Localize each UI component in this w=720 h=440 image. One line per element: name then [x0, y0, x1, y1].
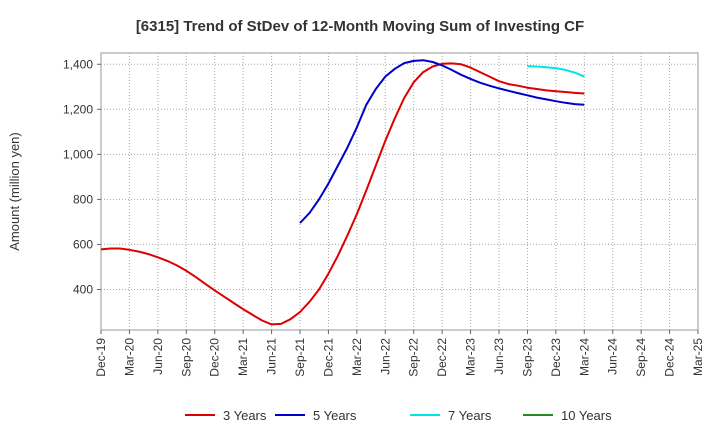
series-line-7-years	[527, 65, 585, 78]
series-lines	[100, 59, 585, 326]
y-tick-label: 800	[73, 192, 93, 206]
legend-label-5-years: 5 Years	[313, 408, 357, 423]
legend-label-10-years: 10 Years	[561, 408, 612, 423]
grid	[101, 53, 698, 330]
plot-frame	[100, 52, 699, 331]
x-tick-label: Mar-22	[350, 338, 364, 376]
x-tick-label: Dec-20	[208, 338, 222, 377]
x-tick-label: Jun-23	[492, 338, 506, 375]
x-tick-label: Sep-23	[520, 338, 534, 377]
x-tick-label: Mar-23	[464, 338, 478, 376]
legend: 3 Years 5 Years 7 Years 10 Years	[185, 408, 612, 423]
x-tick-label: Mar-24	[577, 338, 591, 376]
x-tick-label: Dec-22	[435, 338, 449, 377]
x-tick-label: Mar-25	[691, 338, 705, 376]
series-line-5-years	[299, 59, 585, 224]
x-tick-label: Mar-20	[122, 338, 136, 376]
series-line-3-years	[100, 62, 585, 326]
y-tick-label: 400	[73, 282, 93, 296]
x-tick-label: Jun-21	[265, 338, 279, 375]
y-axis: 400 600 800 1,000 1,200 1,400	[63, 57, 101, 296]
x-tick-label: Dec-19	[94, 338, 108, 377]
x-axis: Dec-19 Mar-20 Jun-20 Sep-20 Dec-20 Mar-21 Jun-…	[94, 330, 705, 377]
x-tick-label: Dec-21	[321, 338, 335, 377]
x-tick-label: Dec-24	[663, 338, 677, 377]
x-tick-label: Dec-23	[549, 338, 563, 377]
x-tick-label: Sep-20	[179, 338, 193, 377]
x-tick-label: Jun-24	[606, 338, 620, 375]
legend-label-7-years: 7 Years	[448, 408, 492, 423]
y-tick-label: 1,400	[63, 57, 93, 71]
y-tick-label: 600	[73, 237, 93, 251]
legend-label-3-years: 3 Years	[223, 408, 267, 423]
x-tick-label: Jun-20	[151, 338, 165, 375]
x-tick-label: Mar-21	[236, 338, 250, 376]
y-tick-label: 1,200	[63, 102, 93, 116]
y-tick-label: 1,000	[63, 147, 93, 161]
x-tick-label: Sep-24	[634, 338, 648, 377]
y-axis-label: Amount (million yen)	[7, 132, 22, 251]
x-tick-label: Sep-22	[407, 338, 421, 377]
x-tick-label: Sep-21	[293, 338, 307, 377]
chart-title: [6315] Trend of StDev of 12-Month Moving…	[136, 18, 584, 35]
x-tick-label: Jun-22	[378, 338, 392, 375]
